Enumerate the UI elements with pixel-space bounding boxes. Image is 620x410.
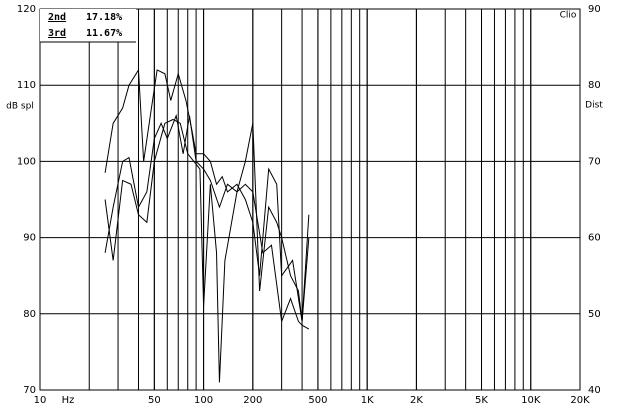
line-series	[104, 113, 310, 322]
legend-box	[40, 9, 136, 42]
y2-tick-label: 80	[588, 80, 601, 91]
y-tick-label: 90	[23, 233, 36, 244]
y-tick-label: 110	[17, 80, 36, 91]
y-tick-label: 100	[17, 156, 36, 167]
plot-frame	[39, 8, 581, 391]
legend-name: 3rd	[48, 28, 66, 39]
x-axis-unit: Hz	[62, 395, 75, 406]
x-tick-label: 5K	[475, 395, 488, 406]
y2-tick-label: 70	[588, 156, 601, 167]
x-tick-label: 2K	[410, 395, 423, 406]
x-tick-label: 100	[194, 395, 213, 406]
legend-value: 11.67%	[86, 28, 122, 39]
brand: Clio	[560, 11, 577, 21]
line-series	[104, 68, 310, 322]
x-tick-label: 50	[148, 395, 161, 406]
x-tick-label: 10K	[521, 395, 541, 406]
x-tick-label: 20K	[570, 395, 590, 406]
y-tick-label: 80	[23, 309, 36, 320]
y2-tick-label: 90	[588, 4, 601, 15]
y2-tick-label: 60	[588, 233, 601, 244]
x-tick-label: 10	[34, 395, 47, 406]
y-axis-label: dB spl	[6, 102, 34, 112]
y2-tick-label: 50	[588, 309, 601, 320]
y-tick-label: 70	[23, 385, 36, 396]
line-series	[104, 118, 310, 383]
y2-tick-label: 40	[588, 385, 601, 396]
legend-value: 17.18%	[86, 12, 122, 23]
y-tick-label: 120	[17, 4, 36, 15]
x-tick-label: 1K	[361, 395, 374, 406]
y2-axis-label: Dist	[585, 101, 603, 111]
x-tick-label: 200	[243, 395, 262, 406]
legend-name: 2nd	[48, 12, 66, 23]
x-tick-label: 500	[308, 395, 327, 406]
